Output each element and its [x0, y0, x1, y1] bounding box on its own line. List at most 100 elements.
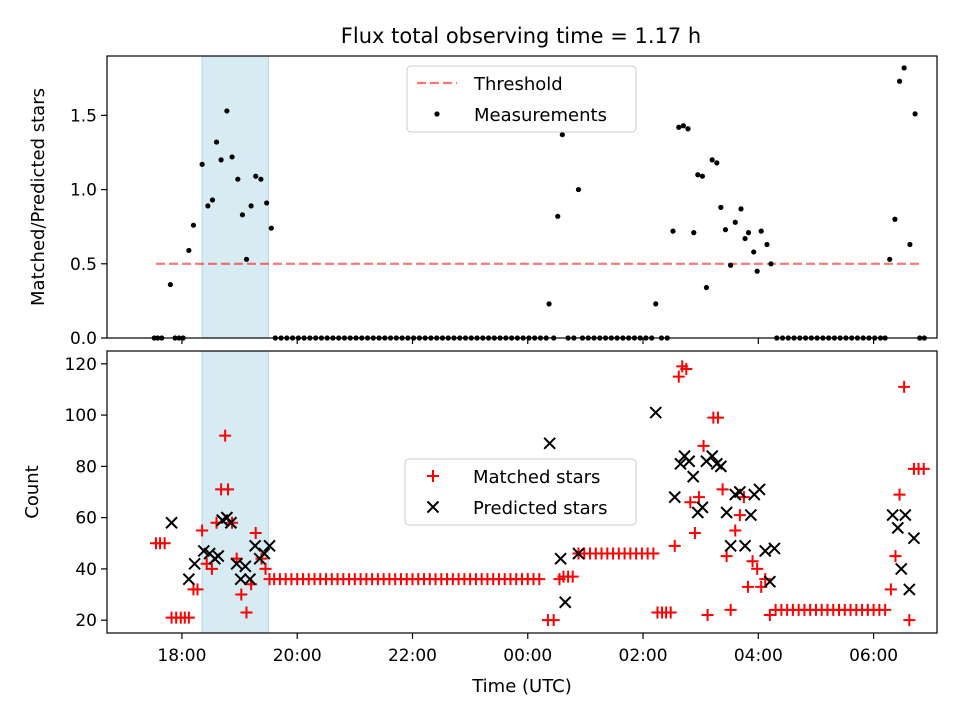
matched-star-marker: [697, 439, 710, 452]
y-tick-label: 1.0: [70, 181, 97, 201]
matched-star-marker: [688, 527, 701, 540]
matched-star-marker: [566, 570, 579, 583]
x-axis-label: Time (UTC): [471, 676, 572, 697]
measurement-point: [764, 241, 770, 248]
predicted-star-marker: [895, 562, 908, 576]
matched-star-marker: [763, 609, 776, 622]
x-tick-label: 22:00: [388, 646, 437, 666]
matched-star-marker: [716, 483, 729, 496]
legend-box: [404, 458, 637, 526]
predicted-star-marker: [753, 483, 766, 496]
measurement-point: [224, 108, 230, 114]
matched-star-marker: [751, 562, 764, 575]
measurement-point: [685, 126, 691, 132]
measurement-point: [186, 247, 192, 254]
predicted-star-marker: [543, 437, 556, 450]
measurement-point: [258, 176, 264, 182]
measurement-point: [722, 227, 729, 233]
measurement-point: [218, 157, 224, 163]
matched-star-marker: [701, 609, 714, 622]
measurement-point: [758, 228, 764, 234]
y-tick-label: 20: [75, 611, 97, 631]
predicted-star-marker: [886, 508, 899, 522]
top-legend: Threshold Measurements: [406, 65, 637, 133]
matched-star-marker: [746, 555, 759, 568]
measurement-point: [575, 186, 582, 193]
ratio-panel: 0.0 0.5 1.0 1.5 Matched/Predicted stars Thr…: [28, 55, 938, 349]
predicted-star-marker: [763, 575, 777, 588]
measurement-point: [892, 216, 898, 222]
measurement-point: [268, 225, 274, 231]
matched-star-marker: [759, 573, 772, 586]
matched-star-marker: [684, 496, 697, 509]
chart-title: Flux total observing time = 1.17 h: [341, 24, 701, 48]
measurement-point: [253, 173, 259, 179]
count-panel: 20 40 60 80 100 120 18:00 20:00 22:00 00:00 02:00…: [22, 350, 938, 697]
measurement-point: [703, 284, 710, 291]
shaded-region: [201, 55, 269, 339]
predicted-star-marker: [720, 506, 733, 519]
measurement-point: [896, 78, 903, 84]
predicted-star-marker: [263, 539, 276, 553]
matched-star-marker: [647, 547, 660, 560]
top-y-axis-label: Matched/Predicted stars: [28, 88, 49, 306]
measurement-point: [213, 139, 220, 145]
x-tick-label: 06:00: [849, 646, 898, 666]
measurement-point: [887, 256, 893, 262]
predicted-star-marker: [188, 557, 201, 570]
predicted-star-marker: [234, 572, 247, 586]
predicted-star-marker: [733, 485, 747, 499]
measurement-point: [907, 241, 913, 248]
legend-matched-label: Matched stars: [473, 467, 600, 488]
matched-star-marker: [711, 411, 724, 424]
matched-star-marker: [917, 462, 930, 475]
measurement-point: [205, 203, 211, 209]
predicted-star-marker: [674, 457, 687, 471]
legend-predicted-label: Predicted stars: [473, 498, 607, 519]
predicted-star-marker: [182, 572, 196, 586]
legend-matched-swatch: [427, 470, 439, 482]
predicted-star-marker: [572, 547, 585, 560]
x-tick-label: 02:00: [619, 646, 668, 666]
matched-star-marker: [672, 370, 685, 383]
predicted-star-marker: [891, 521, 905, 535]
predicted-star-marker: [559, 596, 572, 609]
legend-measurement-swatch: [434, 111, 440, 117]
matched-star-marker: [720, 550, 733, 563]
predicted-star-marker: [759, 544, 772, 558]
legend-threshold-label: Threshold: [473, 74, 563, 95]
legend-box: [406, 65, 637, 133]
x-tick-label: 20:00: [273, 646, 322, 666]
bottom-legend: Matched stars Predicted stars: [404, 458, 637, 526]
predicted-star-marker: [744, 508, 758, 522]
matched-star-marker: [884, 583, 897, 596]
measurement-point: [190, 222, 197, 228]
measurement-point: [670, 228, 676, 234]
measurement-point: [680, 123, 686, 129]
predicted-star-marker: [243, 572, 257, 586]
predicted-star-marker: [903, 583, 916, 596]
y-tick-label: 100: [65, 406, 97, 426]
measurement-point: [691, 230, 697, 236]
matched-star-marker: [879, 603, 892, 616]
predicted-star-marker: [706, 449, 719, 463]
predicted-star-marker: [230, 557, 243, 570]
bottom-y-ticks: 20 40 60 80 100 120: [65, 355, 107, 631]
measurement-point: [742, 235, 748, 242]
matched-star-marker: [259, 562, 272, 575]
measurement-point: [559, 132, 565, 138]
measurement-point: [555, 213, 561, 219]
y-tick-label: 60: [75, 509, 97, 529]
measurement-point: [695, 172, 701, 178]
predicted-star-marker: [239, 560, 252, 573]
matched-star-marker: [741, 580, 754, 593]
matched-star-marker: [664, 606, 677, 619]
bottom-x-ticks: 18:00 20:00 22:00 00:00 02:00 04:00 06:00: [157, 633, 898, 666]
measurement-point: [546, 301, 552, 307]
predicted-star-marker: [696, 501, 709, 514]
measurement-point: [714, 160, 720, 166]
observing-window-shade: [201, 350, 269, 634]
measurement-point: [745, 230, 752, 236]
bottom-axes-frame: [106, 350, 938, 634]
